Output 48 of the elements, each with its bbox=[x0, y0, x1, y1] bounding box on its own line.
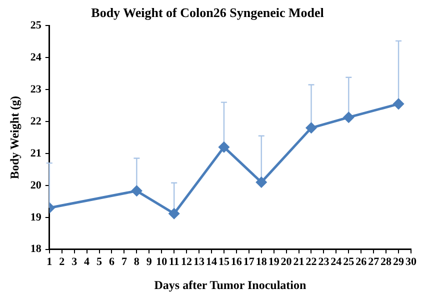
point bbox=[393, 98, 404, 110]
point bbox=[131, 186, 142, 196]
y-tick-label: 23 bbox=[30, 83, 42, 96]
point bbox=[218, 142, 230, 152]
x-tick-label: 11 bbox=[168, 256, 180, 268]
x-tick-label: 16 bbox=[230, 256, 242, 268]
x-tick-label: 19 bbox=[268, 256, 280, 268]
x-tick-label: 28 bbox=[380, 256, 392, 268]
x-tick-label: 22 bbox=[306, 256, 318, 268]
x-tick-label: 7 bbox=[121, 256, 128, 268]
y-tick-label: 25 bbox=[30, 19, 42, 32]
y-tick-label: 19 bbox=[30, 211, 42, 224]
x-tick-label: 17 bbox=[243, 256, 255, 268]
y-tick-label: 20 bbox=[30, 179, 42, 192]
x-tick-label: 1 bbox=[46, 256, 52, 268]
x-tick-label: 3 bbox=[72, 256, 78, 268]
x-tick-label: 23 bbox=[318, 256, 330, 268]
y-axis-title: Body Weight (g) bbox=[7, 96, 22, 180]
x-tick-label: 21 bbox=[293, 256, 304, 268]
chart-title: Body Weight of Colon26 Syngeneic Model bbox=[91, 5, 324, 20]
x-tick-label: 12 bbox=[181, 256, 193, 268]
x-tick-label: 15 bbox=[218, 256, 230, 268]
x-tick-label: 6 bbox=[108, 256, 115, 268]
x-tick-label: 2 bbox=[59, 256, 66, 268]
x-tick-label: 26 bbox=[356, 256, 368, 268]
y-tick-label: 18 bbox=[30, 243, 42, 256]
x-tick-label: 13 bbox=[194, 256, 206, 268]
x-tick-label: 25 bbox=[343, 256, 355, 268]
x-tick-label: 9 bbox=[146, 256, 152, 268]
y-tick-label: 24 bbox=[30, 51, 42, 64]
x-tick-label: 18 bbox=[256, 256, 268, 268]
x-tick-label: 14 bbox=[206, 256, 218, 268]
point bbox=[168, 208, 180, 219]
y-tick-label: 21 bbox=[30, 147, 42, 160]
x-tick-label: 4 bbox=[84, 256, 90, 268]
point bbox=[256, 177, 267, 188]
x-axis-title: Days after Tumor Inoculation bbox=[154, 278, 306, 292]
x-tick-label: 27 bbox=[368, 256, 380, 268]
x-tick-label: 30 bbox=[406, 256, 417, 268]
x-tick-label: 10 bbox=[156, 256, 168, 268]
x-tick-label: 5 bbox=[96, 256, 103, 268]
x-tick-label: 8 bbox=[134, 256, 140, 268]
point bbox=[343, 112, 354, 123]
x-tick-label: 20 bbox=[280, 256, 292, 268]
x-tick-label: 29 bbox=[393, 256, 405, 268]
y-tick-label: 22 bbox=[30, 115, 42, 128]
point bbox=[306, 122, 316, 134]
x-tick-label: 24 bbox=[330, 256, 342, 268]
